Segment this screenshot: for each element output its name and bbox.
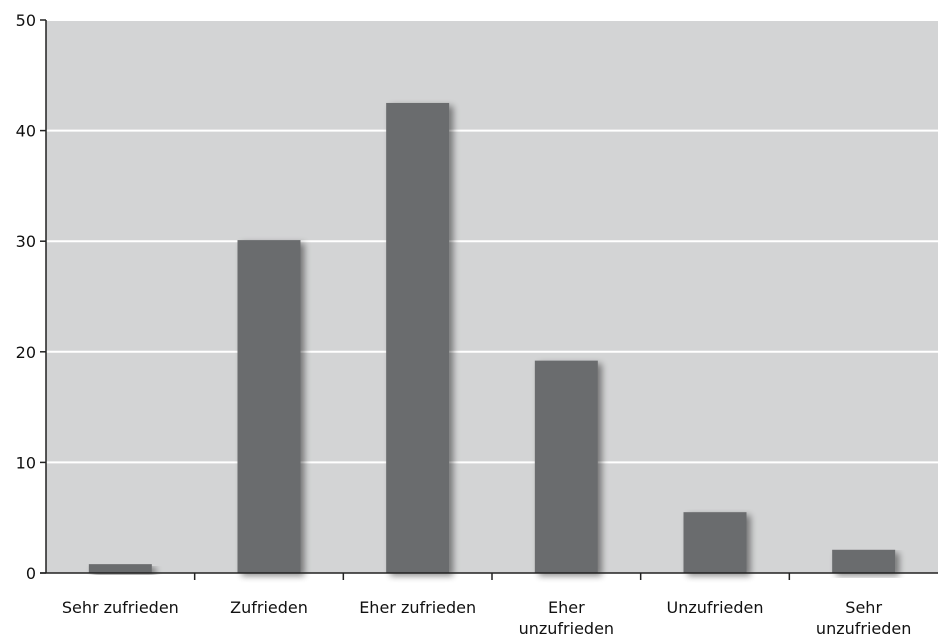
- axes: [40, 20, 938, 574]
- x-tick-label: Zufrieden: [230, 598, 308, 617]
- x-tick-label: Eher zufrieden: [359, 598, 476, 617]
- y-tick-label: 40: [16, 122, 36, 141]
- x-tick-label-line: Unzufrieden: [666, 598, 763, 617]
- y-tick-label: 20: [16, 343, 36, 362]
- x-tick-label-line: unzufrieden: [519, 619, 614, 638]
- bar: [534, 360, 598, 573]
- x-tick-label-line: Sehr zufrieden: [62, 598, 179, 617]
- x-tick-label-line: Zufrieden: [230, 598, 308, 617]
- x-tick-label: Unzufrieden: [666, 598, 763, 617]
- x-tick-label: Sehr unzufrieden: [816, 598, 911, 638]
- y-tick-label: 10: [16, 453, 36, 472]
- x-tick-label: Sehr zufrieden: [62, 598, 179, 617]
- x-tick-label-line: unzufrieden: [816, 619, 911, 638]
- x-tick-label-line: Sehr: [845, 598, 882, 617]
- y-tick-label: 30: [16, 232, 36, 251]
- x-axis-ticks: Sehr zufrieden Zufrieden Eher zufrieden Ehe…: [62, 573, 911, 638]
- plot-area: [46, 20, 938, 573]
- bar: [832, 549, 896, 573]
- bar: [386, 102, 450, 573]
- bars: [88, 102, 896, 573]
- bar: [237, 240, 301, 573]
- x-tick-label: Eher unzufrieden: [519, 598, 614, 638]
- y-axis-ticks: 0 10 20 30 40 50: [16, 11, 46, 583]
- gridlines: [46, 19, 938, 464]
- bar: [683, 512, 747, 573]
- x-tick-label-line: Eher zufrieden: [359, 598, 476, 617]
- bar: [88, 564, 152, 573]
- y-tick-label: 0: [26, 564, 36, 583]
- x-tick-label-line: Eher: [548, 598, 585, 617]
- y-tick-label: 50: [16, 11, 36, 30]
